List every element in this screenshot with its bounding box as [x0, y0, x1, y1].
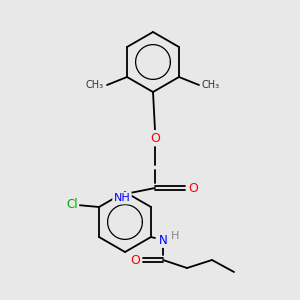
Text: Cl: Cl [66, 199, 78, 212]
Text: H: H [171, 231, 179, 241]
Text: NH: NH [114, 193, 130, 203]
Text: O: O [188, 182, 198, 194]
Text: N: N [159, 233, 167, 247]
Text: CH₃: CH₃ [86, 80, 104, 90]
Text: O: O [130, 254, 140, 266]
Text: CH₃: CH₃ [202, 80, 220, 90]
Text: O: O [150, 131, 160, 145]
